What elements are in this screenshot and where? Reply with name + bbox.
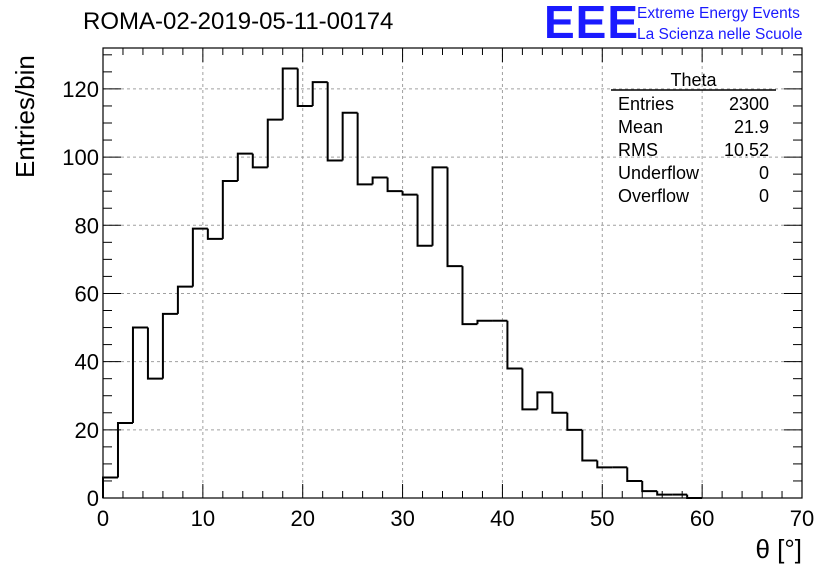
- histogram-bin: [102, 476, 118, 498]
- histogram-bars: [102, 67, 703, 499]
- x-axis-title: θ [°]: [755, 534, 802, 564]
- stats-box-title: Theta: [670, 70, 717, 90]
- axis-ticks: [102, 48, 803, 499]
- histogram-bin: [371, 176, 388, 185]
- stats-row-value: 0: [759, 186, 769, 206]
- histogram-bin: [251, 153, 268, 169]
- histogram-bin: [551, 392, 568, 414]
- y-tick-label: 60: [75, 281, 99, 306]
- stats-row-value: 2300: [729, 94, 769, 114]
- histogram-bin: [626, 467, 643, 482]
- x-tick-label: 10: [191, 506, 215, 531]
- stats-row-label: RMS: [618, 140, 658, 160]
- tick-labels: 0 10 20 30 40 50 60 70 0 20 40 60 80 100 120: [62, 77, 814, 531]
- histogram-bin: [446, 167, 463, 268]
- histogram-bin: [266, 118, 283, 168]
- histogram-bin: [356, 112, 373, 186]
- histogram-bin: [641, 480, 658, 493]
- histogram-bin: [416, 194, 433, 247]
- y-tick-label: 100: [62, 145, 99, 170]
- y-tick-label: 40: [75, 350, 99, 375]
- histogram-bin: [656, 491, 673, 496]
- histogram-bin: [131, 326, 148, 423]
- x-tick-label: 40: [490, 506, 514, 531]
- histogram-bin: [521, 368, 538, 411]
- y-axis-title: Entries/bin: [10, 55, 40, 178]
- logo-line-2: La Scienza nelle Scuole: [637, 26, 803, 43]
- histogram-bin: [476, 319, 493, 325]
- stats-row-value: 10.52: [724, 140, 769, 160]
- y-tick-label: 80: [75, 213, 99, 238]
- histogram-bin: [431, 166, 448, 246]
- x-tick-label: 20: [290, 506, 314, 531]
- x-tick-label: 0: [97, 506, 109, 531]
- histogram-bin: [326, 82, 343, 162]
- histogram-bin: [146, 327, 163, 380]
- histogram-bin: [191, 227, 208, 287]
- histogram-bin: [461, 266, 478, 326]
- y-tick-label: 20: [75, 418, 99, 443]
- logo-line-1: Extreme Energy Events: [637, 5, 800, 22]
- y-tick-label: 120: [62, 77, 99, 102]
- histogram-bin: [581, 429, 598, 462]
- histogram-bin: [566, 412, 583, 431]
- stats-row-label: Mean: [618, 117, 663, 137]
- stats-row-value: 21.9: [734, 117, 769, 137]
- stats-row-label: Entries: [618, 94, 674, 114]
- x-tick-label: 50: [590, 506, 614, 531]
- histogram-bin: [506, 320, 523, 370]
- stats-row-label: Overflow: [618, 186, 690, 206]
- grid-lines: [103, 48, 802, 498]
- y-tick-label: 0: [87, 486, 99, 511]
- page-title: ROMA-02-2019-05-11-00174: [83, 8, 394, 35]
- plot-frame-rect: [102, 47, 803, 499]
- x-tick-label: 60: [690, 506, 714, 531]
- logo-mark: EEE: [544, 0, 640, 48]
- histogram-bin: [596, 460, 613, 469]
- histogram-bin: [536, 391, 553, 410]
- histogram-bin: [281, 67, 298, 120]
- plot-frame: [102, 47, 803, 499]
- x-tick-label: 30: [390, 506, 414, 531]
- x-tick-label: 70: [790, 506, 814, 531]
- histogram-bin: [341, 111, 358, 161]
- histogram-bin: [386, 177, 403, 193]
- stats-row-label: Underflow: [618, 163, 700, 183]
- histogram-bin: [296, 68, 313, 107]
- stats-box: Theta Entries 2300 Mean 21.9 RMS 10.52 Underflo…: [611, 70, 776, 206]
- histogram-bin: [176, 285, 193, 314]
- eee-logo: EEE Extreme Energy Events La Scienza nel…: [540, 0, 830, 48]
- histogram-bin: [116, 422, 133, 478]
- histogram-bin: [161, 312, 178, 379]
- histogram-bin: [401, 191, 418, 196]
- histogram-bin: [686, 494, 703, 499]
- histogram-bin: [206, 228, 223, 240]
- histogram-bin: [236, 152, 253, 181]
- histogram-bin: [221, 179, 238, 239]
- stats-row-value: 0: [759, 163, 769, 183]
- histogram-bin: [311, 81, 328, 106]
